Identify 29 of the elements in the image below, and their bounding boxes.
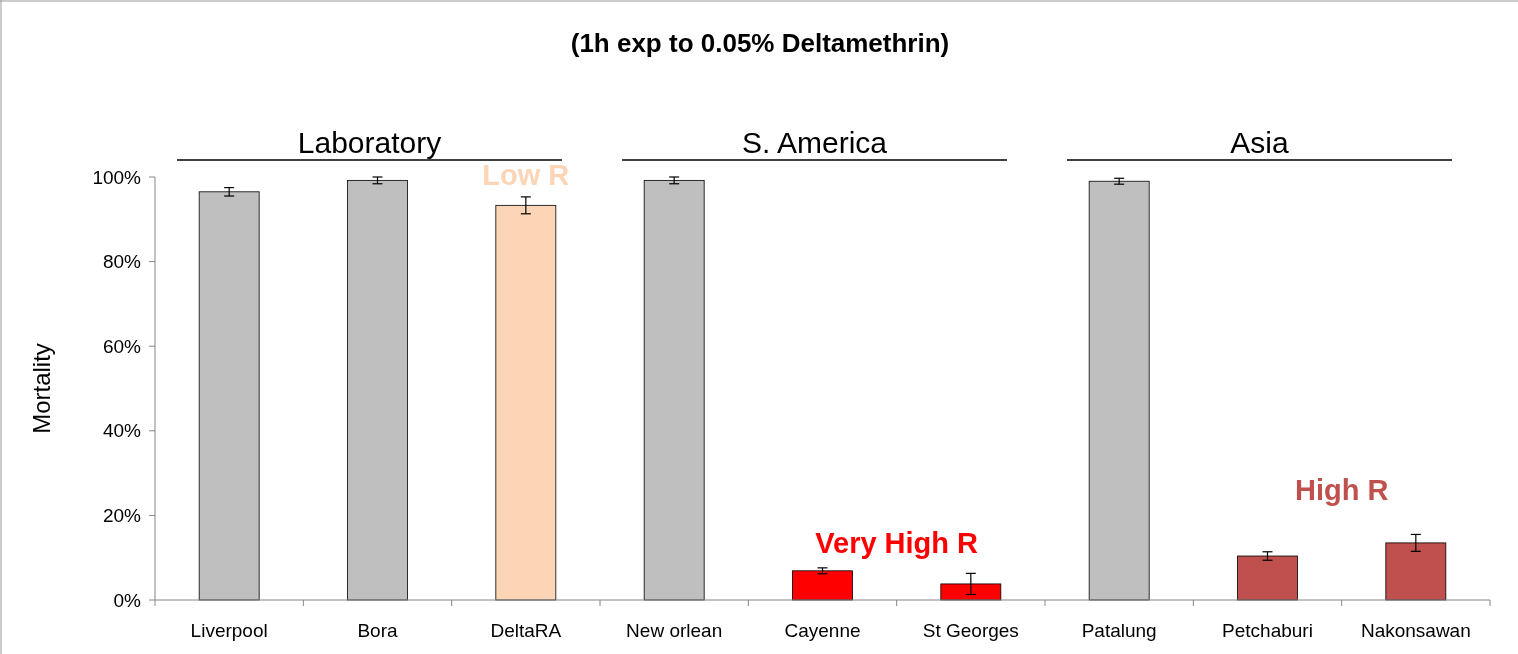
x-tick-label: Patalung: [1081, 620, 1157, 641]
y-axis-title: Mortality: [28, 343, 55, 434]
x-tick-label: DeltaRA: [490, 620, 562, 641]
bar: [792, 570, 853, 601]
y-tick-label: 80%: [102, 251, 142, 273]
text: Laboratory: [297, 126, 442, 159]
bar: [1088, 180, 1150, 601]
x-tick-label: New orlean: [626, 620, 723, 641]
y-tick-label: 100%: [92, 166, 142, 188]
y-tick-label: 60%: [102, 335, 142, 357]
bar: [347, 179, 408, 601]
x-tick-label: Liverpool: [190, 620, 268, 641]
x-tick-label: St Georges: [922, 620, 1019, 641]
annotation: Low R: [482, 159, 570, 191]
annotation: High R: [1294, 474, 1389, 506]
y-tick-label: 40%: [102, 420, 142, 442]
text: Asia: [1230, 126, 1289, 159]
x-tick-label: Cayenne: [784, 620, 861, 641]
bar: [643, 179, 705, 601]
x-tick-label: Nakonsawan: [1360, 620, 1471, 641]
text: S. America: [741, 126, 888, 159]
x-tick-label: Bora: [357, 620, 398, 641]
bar: [198, 191, 260, 601]
y-tick-label: 20%: [102, 505, 142, 527]
bar: [1237, 555, 1298, 601]
x-tick-label: Petchaburi: [1222, 620, 1313, 641]
y-tick-label: 0%: [113, 589, 142, 611]
chart-title: (1h exp to 0.05% Deltamethrin): [570, 28, 950, 58]
annotation: Very High R: [815, 527, 979, 559]
